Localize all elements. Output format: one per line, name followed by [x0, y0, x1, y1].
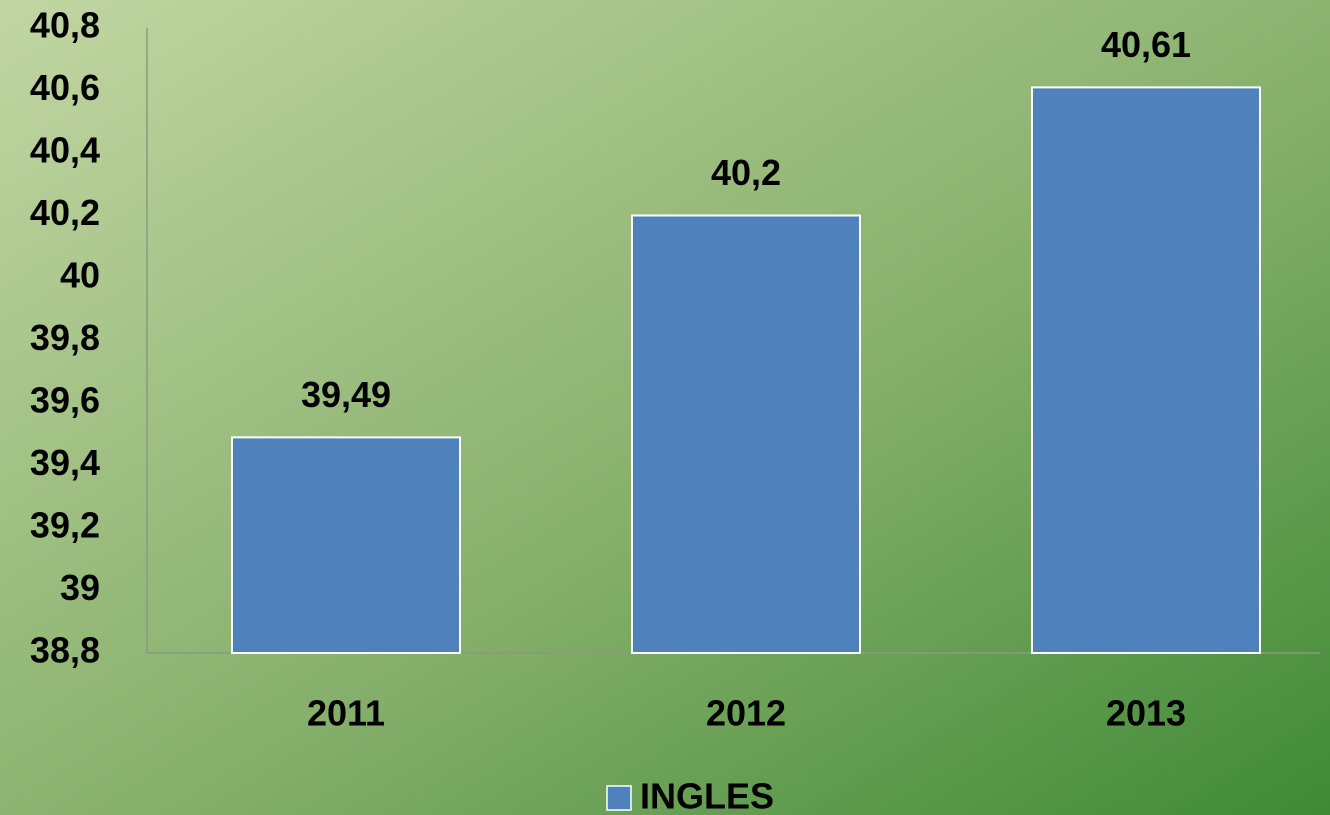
x-tick-label: 2011: [307, 693, 385, 734]
y-tick-label: 40: [60, 255, 100, 296]
data-label: 39,49: [301, 374, 391, 415]
data-label: 40,61: [1101, 24, 1191, 65]
y-tick-label: 39,2: [30, 505, 100, 546]
x-tick-label: 2012: [706, 693, 786, 734]
bar: [231, 436, 461, 654]
y-tick-label: 40,8: [30, 5, 100, 46]
data-label: 40,2: [711, 152, 781, 193]
legend-label: INGLES: [640, 776, 774, 815]
y-tick-label: 39,8: [30, 317, 100, 358]
y-tick-label: 40,4: [30, 130, 100, 171]
y-tick-label: 39,6: [30, 380, 100, 421]
y-tick-label: 39,4: [30, 442, 100, 483]
y-tick-label: 40,2: [30, 192, 100, 233]
y-tick-label: 39: [60, 567, 100, 608]
legend-swatch: [606, 785, 632, 811]
x-tick-label: 2013: [1106, 693, 1186, 734]
bar: [631, 214, 861, 654]
y-tick-label: 38,8: [30, 630, 100, 671]
y-tick-label: 40,6: [30, 67, 100, 108]
bar: [1031, 86, 1261, 654]
